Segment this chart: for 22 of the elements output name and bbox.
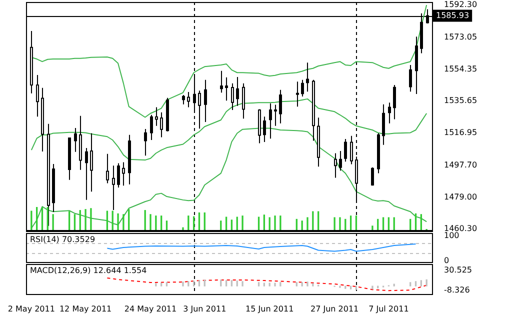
x-tick-label: 15 Jun 2011 [246,304,294,314]
y-tick-label: 1479.00 [444,192,478,202]
x-tick-label: 27 Jun 2011 [310,304,359,314]
y-tick-label: 1535.65 [444,96,478,106]
y-tick-label: 1460.30 [444,224,478,234]
y-tick-label: 0 [444,256,450,265]
y-tick-label: 1592.30 [444,0,478,9]
x-tick-label: 2 May 2011 [8,304,55,314]
y-tick-label: 30.525 [444,266,472,275]
x-tick-label: 7 Jul 2011 [368,304,409,314]
x-tick-label: 12 May 2011 [59,304,112,314]
chart-title: MACD(12,26,9) 12.644 1.554 [30,266,147,276]
ref-line-label: 1585.93 [436,10,470,20]
y-tick-label: -8.326 [444,285,470,294]
x-tick-label: 24 May 2011 [124,304,177,314]
y-tick-label: 1554.35 [444,64,478,74]
x-tick-label: 3 Jun 2011 [183,304,226,314]
y-tick-label: 1497.70 [444,160,478,170]
y-tick-label: 1573.05 [444,32,478,42]
y-tick-label: 100 [444,230,460,240]
y-tick-label: 1516.95 [444,128,478,137]
chart-title: RSI(14) 70.3529 [30,235,96,244]
